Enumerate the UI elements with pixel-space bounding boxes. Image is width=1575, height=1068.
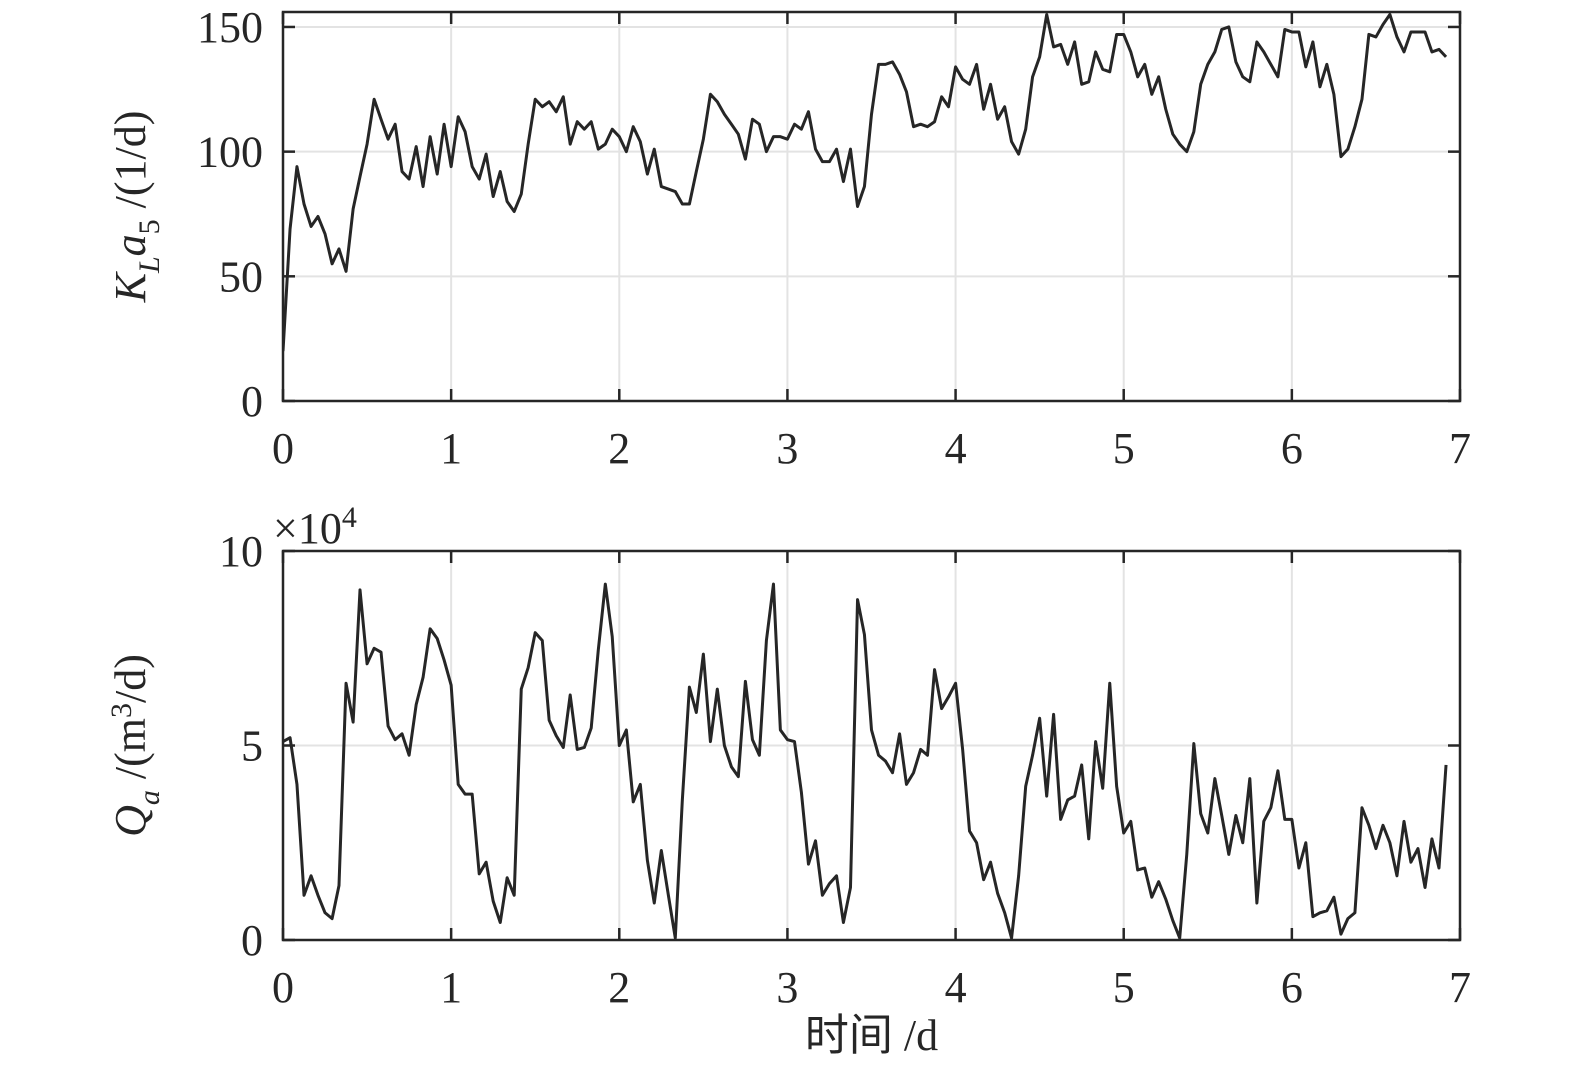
x-tick-label: 4 <box>945 424 967 473</box>
x-tick-label: 3 <box>776 424 798 473</box>
y-label-part: L <box>133 256 166 274</box>
multiplier-base: ×10 <box>273 504 342 553</box>
x-tick-label: 1 <box>440 424 462 473</box>
x-tick-label: 0 <box>272 424 294 473</box>
y-axis-label: Qa /(m3/d) <box>105 654 166 837</box>
y-label-part: /(1/d) <box>106 111 155 220</box>
y-axis-label: KLa5 /(1/d) <box>106 111 166 304</box>
x-axis-label: 时间 /d <box>805 1011 938 1060</box>
x-tick-label: 7 <box>1449 424 1471 473</box>
y-label-part: K <box>106 270 155 303</box>
y-label-part: /d) <box>106 654 155 703</box>
x-tick-label: 4 <box>945 963 967 1012</box>
y-label-part: a <box>106 234 155 256</box>
y-tick-label: 0 <box>241 916 263 965</box>
axis-multiplier: ×104 <box>273 501 357 553</box>
x-tick-label: 5 <box>1113 424 1135 473</box>
x-tick-label: 3 <box>776 963 798 1012</box>
multiplier-exponent: 4 <box>342 501 357 534</box>
y-tick-label: 5 <box>241 722 263 771</box>
x-tick-label: 2 <box>608 424 630 473</box>
axes-frame <box>281 549 1462 942</box>
x-tick-label: 6 <box>1281 963 1303 1012</box>
x-tick-label: 7 <box>1449 963 1471 1012</box>
x-tick-label: 0 <box>272 963 294 1012</box>
y-tick-label: 0 <box>241 377 263 426</box>
x-tick-label: 5 <box>1113 963 1135 1012</box>
y-label-part: 3 <box>105 703 138 718</box>
axes-frame <box>281 10 1462 403</box>
y-label-part: Q <box>106 805 155 837</box>
data-line <box>283 582 1448 940</box>
y-label-part: a <box>133 790 166 805</box>
x-tick-label: 1 <box>440 963 462 1012</box>
x-tick-label: 2 <box>608 963 630 1012</box>
y-tick-label: 50 <box>219 252 263 301</box>
y-tick-label: 100 <box>197 128 263 177</box>
y-tick-label: 150 <box>197 3 263 52</box>
x-tick-label: 6 <box>1281 424 1303 473</box>
data-line <box>283 12 1448 352</box>
y-label-part: /(m <box>106 718 155 790</box>
y-tick-label: 10 <box>219 527 263 576</box>
y-label-part: 5 <box>133 219 166 234</box>
